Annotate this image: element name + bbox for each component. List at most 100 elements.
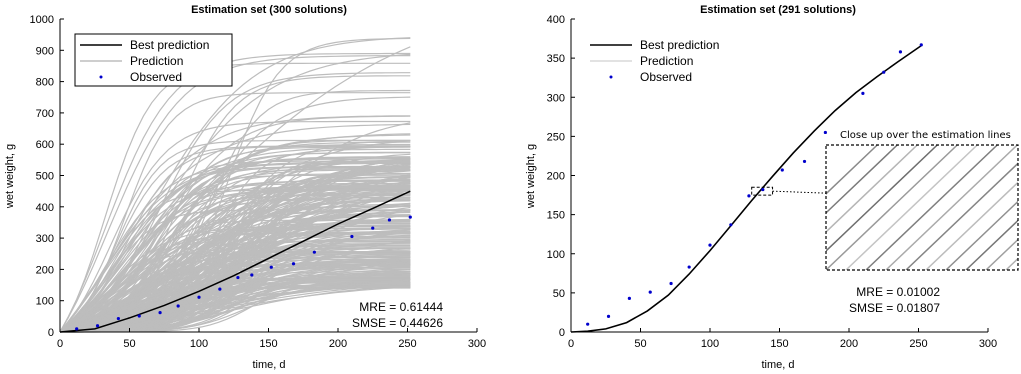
left-y-tick-label: 600	[36, 139, 54, 151]
right-y-tick-label: 400	[547, 14, 565, 26]
right-observed-point	[802, 159, 807, 164]
left-observed-point	[291, 262, 296, 266]
right-zoom-region	[751, 186, 774, 196]
right-chart: Estimation set (291 solutions) 0 50 100 150…	[525, 4, 1019, 371]
right-observed-point	[586, 322, 590, 326]
left-y-tick-label: 500	[36, 171, 54, 183]
left-y-tick-label: 200	[36, 264, 54, 276]
right-inset-title: Close up over the estimation lines	[840, 130, 1011, 141]
left-prediction-line	[59, 156, 411, 333]
right-x-tick-label: 0	[568, 338, 574, 350]
left-prediction-line	[59, 157, 411, 333]
left-x-axis-label: time, d	[252, 359, 285, 371]
left-prediction-line	[59, 188, 411, 333]
right-y-tick-label: 100	[547, 249, 565, 261]
left-prediction-line	[59, 115, 411, 333]
right-y-tick-label: 50	[553, 288, 565, 300]
right-legend-best-label: Best prediction	[640, 38, 719, 52]
left-y-tick-label: 900	[36, 45, 54, 57]
right-y-tick-label: 350	[547, 53, 565, 65]
left-observed-point	[75, 327, 79, 331]
right-observed-point	[708, 243, 712, 247]
right-y-tick-label: 0	[559, 327, 565, 339]
left-observed-point	[250, 273, 254, 277]
right-closeup-inset	[772, 144, 1019, 271]
right-observed-point	[823, 130, 827, 135]
right-legend: Best prediction Prediction Observed	[590, 38, 719, 84]
left-mre-annotation: MRE = 0.61444	[359, 300, 443, 314]
left-prediction-line	[59, 223, 411, 333]
left-observed-point	[387, 218, 392, 222]
right-observed-point	[669, 281, 673, 286]
left-chart-title: Estimation set (300 solutions)	[191, 4, 347, 16]
left-y-axis-label: wet weight, g	[4, 144, 16, 209]
left-prediction-line	[59, 277, 411, 333]
left-y-tick-label: 800	[36, 77, 54, 89]
left-prediction-line	[59, 75, 411, 333]
left-observed-point	[408, 215, 412, 219]
left-prediction-line	[59, 156, 411, 333]
left-prediction-line	[59, 192, 411, 333]
left-observed-point	[218, 287, 222, 291]
right-observed-point	[761, 187, 765, 192]
right-legend-observed-label: Observed	[640, 70, 692, 84]
left-prediction-line	[59, 186, 411, 333]
left-y-tick-label: 400	[36, 202, 54, 214]
right-inset-estimation-line	[925, 181, 1018, 270]
right-inset-estimation-line	[826, 145, 938, 252]
left-prediction-line	[59, 92, 411, 333]
left-observed-point	[350, 234, 354, 239]
left-observed-point	[158, 310, 162, 315]
left-prediction-line	[59, 146, 411, 333]
right-inset-estimation-line	[945, 200, 1018, 270]
left-prediction-curves	[59, 37, 411, 333]
right-chart-panel: Estimation set (291 solutions) 0 50 100 150…	[510, 0, 1021, 374]
left-y-tick-label: 300	[36, 233, 54, 245]
left-y-tick-label: 700	[36, 108, 54, 120]
right-observed-point	[729, 223, 733, 227]
right-inset-estimation-line	[826, 145, 918, 233]
left-prediction-line	[59, 158, 411, 333]
left-prediction-line	[59, 62, 411, 333]
left-x-tick-label: 300	[468, 338, 486, 350]
left-chart: Estimation set (300 solutions) 0 50 100 150…	[4, 4, 486, 371]
left-prediction-line	[59, 53, 411, 333]
left-observed-point	[176, 304, 180, 308]
left-observed-point	[116, 316, 120, 321]
left-x-tick-label: 0	[57, 338, 63, 350]
right-inset-frame	[825, 144, 1019, 271]
left-legend-observed-label: Observed	[130, 70, 182, 84]
right-inset-estimation-line	[826, 145, 878, 195]
left-best-prediction-line	[59, 190, 411, 333]
right-y-tick-label: 250	[547, 131, 565, 143]
left-prediction-line	[59, 120, 411, 333]
right-x-tick-label: 150	[770, 338, 788, 350]
right-legend-prediction-label: Prediction	[640, 54, 693, 68]
left-smse-annotation: SMSE = 0.44626	[352, 316, 443, 330]
left-prediction-line	[59, 286, 411, 333]
right-zoom-connector	[772, 190, 827, 194]
right-observed-point	[780, 168, 784, 172]
right-x-tick-label: 100	[701, 338, 719, 350]
left-y-tick-label: 100	[36, 296, 54, 308]
right-legend-observed-marker	[609, 75, 613, 79]
right-inset-estimation-line	[905, 162, 1018, 270]
left-prediction-line	[59, 146, 411, 333]
right-plot-area: 0 50 100 150 200 250 300 0 50 100 150 200 250 300 350 4…	[547, 14, 998, 350]
left-x-tick-label: 100	[190, 338, 208, 350]
right-observed-point	[627, 296, 631, 300]
left-prediction-line	[59, 167, 411, 333]
right-observed-point	[919, 43, 923, 47]
left-prediction-line	[59, 169, 411, 333]
right-x-tick-label: 250	[909, 338, 927, 350]
right-inset-lines	[826, 145, 1018, 270]
right-y-axis-label: wet weight, g	[525, 144, 537, 209]
left-x-tick-label: 250	[398, 338, 416, 350]
left-prediction-line	[59, 224, 411, 333]
right-inset-estimation-line	[965, 219, 1018, 270]
left-observed-point	[95, 324, 100, 328]
right-inset-estimation-line	[845, 145, 978, 270]
left-y-tick-label: 1000	[30, 14, 54, 26]
left-observed-point	[312, 250, 316, 254]
left-prediction-line	[59, 220, 411, 333]
